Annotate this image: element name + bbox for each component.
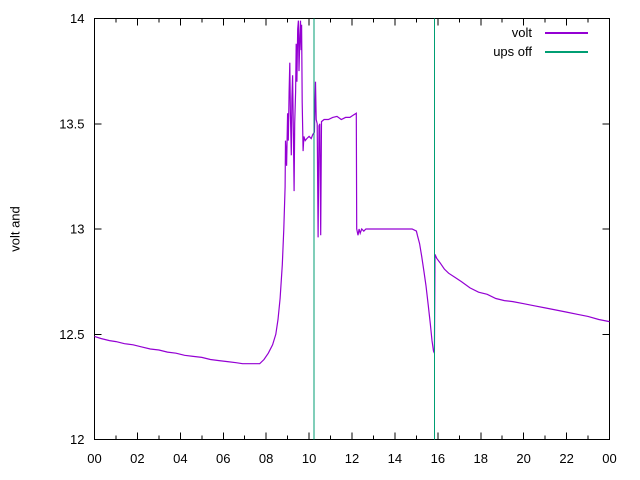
x-tick-label: 02 <box>130 451 144 466</box>
x-tick-label: 20 <box>516 451 530 466</box>
y-tick-label: 12.5 <box>59 327 84 342</box>
legend-label-ups-off: ups off <box>493 44 532 59</box>
y-tick-label: 13 <box>70 222 84 237</box>
legend-entry-volt: volt <box>493 26 588 40</box>
x-tick-label: 00 <box>87 451 101 466</box>
y-axis-label: volt and <box>7 206 23 252</box>
x-tick-label: 08 <box>259 451 273 466</box>
legend-entry-ups-off: ups off <box>493 45 588 59</box>
x-tick-label: 22 <box>559 451 573 466</box>
legend-label-volt: volt <box>511 25 532 40</box>
x-tick-label: 14 <box>388 451 402 466</box>
volt-series-line <box>94 20 610 365</box>
y-tick-label: 14 <box>70 11 84 26</box>
y-tick-label: 13.5 <box>59 116 84 131</box>
x-tick-label: 16 <box>431 451 445 466</box>
x-tick-label: 06 <box>216 451 230 466</box>
x-tick-label: 18 <box>474 451 488 466</box>
ups-off-line-swatch <box>545 51 588 53</box>
plot-border <box>94 18 610 440</box>
legend: volt ups off <box>493 26 588 59</box>
x-tick-label: 12 <box>345 451 359 466</box>
x-tick-label: 10 <box>302 451 316 466</box>
volt-line-swatch <box>545 32 588 34</box>
x-tick-label: 00 <box>602 451 616 466</box>
y-tick-label: 12 <box>70 432 84 447</box>
x-tick-label: 04 <box>173 451 187 466</box>
